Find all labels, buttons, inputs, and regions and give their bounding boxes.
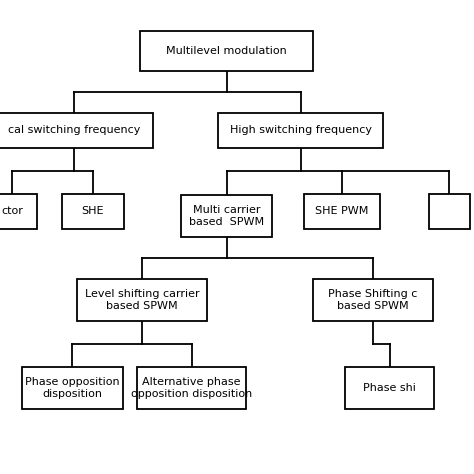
Text: Phase Shifting c
based SPWM: Phase Shifting c based SPWM [328,289,418,310]
Text: Level shifting carrier
based SPWM: Level shifting carrier based SPWM [85,289,200,310]
FancyBboxPatch shape [140,31,313,71]
Text: Phase opposition
disposition: Phase opposition disposition [25,377,119,399]
FancyBboxPatch shape [77,279,207,320]
Text: Alternative phase
opposition disposition: Alternative phase opposition disposition [131,377,252,399]
FancyBboxPatch shape [182,195,272,237]
FancyBboxPatch shape [0,113,153,147]
FancyBboxPatch shape [62,194,124,229]
Text: Multilevel modulation: Multilevel modulation [166,46,287,56]
Text: High switching frequency: High switching frequency [230,125,372,135]
Text: SHE: SHE [82,207,104,217]
FancyBboxPatch shape [345,367,434,409]
FancyBboxPatch shape [0,194,37,229]
Text: cal switching frequency: cal switching frequency [8,125,140,135]
FancyBboxPatch shape [22,367,123,409]
FancyBboxPatch shape [428,194,470,229]
FancyBboxPatch shape [313,279,433,320]
FancyBboxPatch shape [304,194,380,229]
FancyBboxPatch shape [137,367,246,409]
Text: SHE PWM: SHE PWM [315,207,369,217]
FancyBboxPatch shape [219,113,383,147]
Text: Multi carrier
based  SPWM: Multi carrier based SPWM [189,205,264,227]
Text: Phase shi: Phase shi [363,383,416,393]
Text: ctor: ctor [1,207,23,217]
